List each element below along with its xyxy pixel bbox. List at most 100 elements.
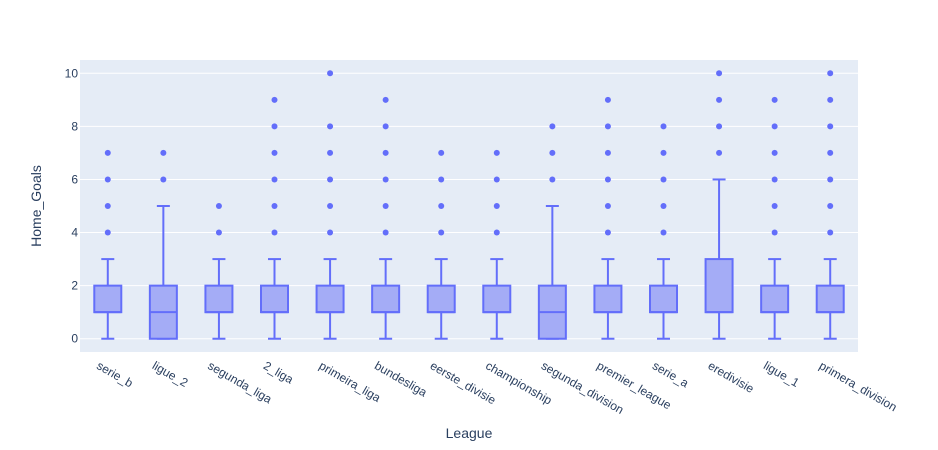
outlier-point (493, 203, 500, 209)
x-tick-label: primeira_liga (317, 358, 384, 405)
y-tick-label: 6 (71, 172, 78, 186)
outlier-point (104, 149, 111, 156)
outlier-point (549, 176, 556, 183)
outlier-point (382, 96, 389, 103)
outlier-point (271, 123, 278, 130)
outlier-point (604, 149, 611, 156)
outlier-point (771, 176, 778, 183)
outlier-point (604, 123, 611, 130)
outlier-point (327, 123, 334, 130)
box-ligue_1 (760, 96, 790, 340)
outlier-point (382, 176, 389, 183)
outlier-point (160, 176, 167, 183)
box-iqr (482, 284, 512, 314)
x-tick-label: serie_a (650, 358, 691, 390)
outlier-point (382, 229, 389, 236)
box-iqr (760, 284, 790, 314)
x-tick-label: 2_liga (261, 358, 296, 386)
outlier-point (271, 96, 278, 103)
outlier-point (716, 123, 723, 130)
box-bundesliga (371, 96, 401, 340)
box-championship (482, 149, 512, 340)
outlier-point (382, 123, 389, 130)
box-primeira_liga (315, 70, 345, 340)
box-iqr (204, 284, 234, 314)
outlier-point (604, 96, 611, 103)
y-tick-label: 2 (71, 279, 78, 293)
outlier-point (549, 149, 556, 156)
outlier-point (493, 149, 500, 156)
outlier-point (327, 176, 334, 183)
outlier-point (438, 176, 445, 183)
outlier-point (160, 149, 167, 156)
outlier-point (271, 149, 278, 156)
y-tick-label: 10 (65, 66, 79, 80)
x-tick-label: ligue_2 (150, 358, 191, 390)
x-tick-label: serie_b (94, 358, 135, 390)
outlier-point (660, 229, 667, 236)
box-segunda_liga (204, 203, 234, 340)
y-axis-title: Home_Goals (28, 165, 44, 247)
outlier-point (271, 203, 278, 209)
outlier-point (104, 176, 111, 183)
outlier-point (771, 123, 778, 130)
outlier-point (104, 203, 111, 209)
outlier-point (327, 229, 334, 236)
outlier-point (827, 203, 834, 209)
outlier-point (271, 176, 278, 183)
outlier-point (660, 149, 667, 156)
outlier-point (660, 176, 667, 183)
outlier-point (438, 149, 445, 156)
outlier-point (327, 70, 334, 77)
outlier-point (716, 70, 723, 77)
x-tick-label: ligue_1 (761, 358, 802, 390)
outlier-point (215, 229, 222, 236)
outlier-point (493, 176, 500, 183)
outlier-point (438, 203, 445, 209)
box-iqr (315, 284, 345, 314)
outlier-point (716, 96, 723, 103)
outlier-point (104, 229, 111, 236)
outlier-point (493, 229, 500, 236)
outlier-point (827, 149, 834, 156)
outlier-point (382, 203, 389, 209)
box-serie_a (649, 123, 678, 340)
outlier-point (438, 229, 445, 236)
x-tick-label: primera_division (817, 358, 900, 414)
outlier-point (771, 229, 778, 236)
box-serie_b (93, 149, 123, 340)
outlier-point (827, 70, 834, 77)
x-axis-title: League (446, 425, 493, 441)
plot-area (80, 60, 858, 352)
outlier-point (716, 149, 723, 156)
y-tick-label: 0 (71, 332, 78, 346)
y-tick-labels: 0 2 4 6 8 10 (65, 66, 79, 345)
outlier-point (327, 203, 334, 209)
boxes-layer (93, 70, 845, 340)
outlier-point (660, 123, 667, 130)
box-iqr (649, 284, 678, 314)
outlier-point (771, 203, 778, 209)
y-tick-label: 8 (71, 119, 78, 133)
outlier-point (327, 149, 334, 156)
box-2_liga (260, 96, 289, 340)
outlier-point (827, 96, 834, 103)
outlier-point (660, 203, 667, 209)
outlier-point (604, 203, 611, 209)
outlier-point (604, 229, 611, 236)
box-iqr (371, 284, 401, 314)
outlier-point (549, 123, 556, 130)
outlier-point (382, 149, 389, 156)
box-iqr (593, 284, 623, 314)
outlier-point (771, 96, 778, 103)
box-iqr (93, 284, 123, 314)
box-iqr (260, 284, 289, 314)
outlier-point (604, 176, 611, 183)
outlier-point (771, 149, 778, 156)
box-iqr (426, 284, 456, 314)
outlier-point (215, 203, 222, 209)
box-iqr (704, 258, 734, 314)
outlier-point (827, 229, 834, 236)
